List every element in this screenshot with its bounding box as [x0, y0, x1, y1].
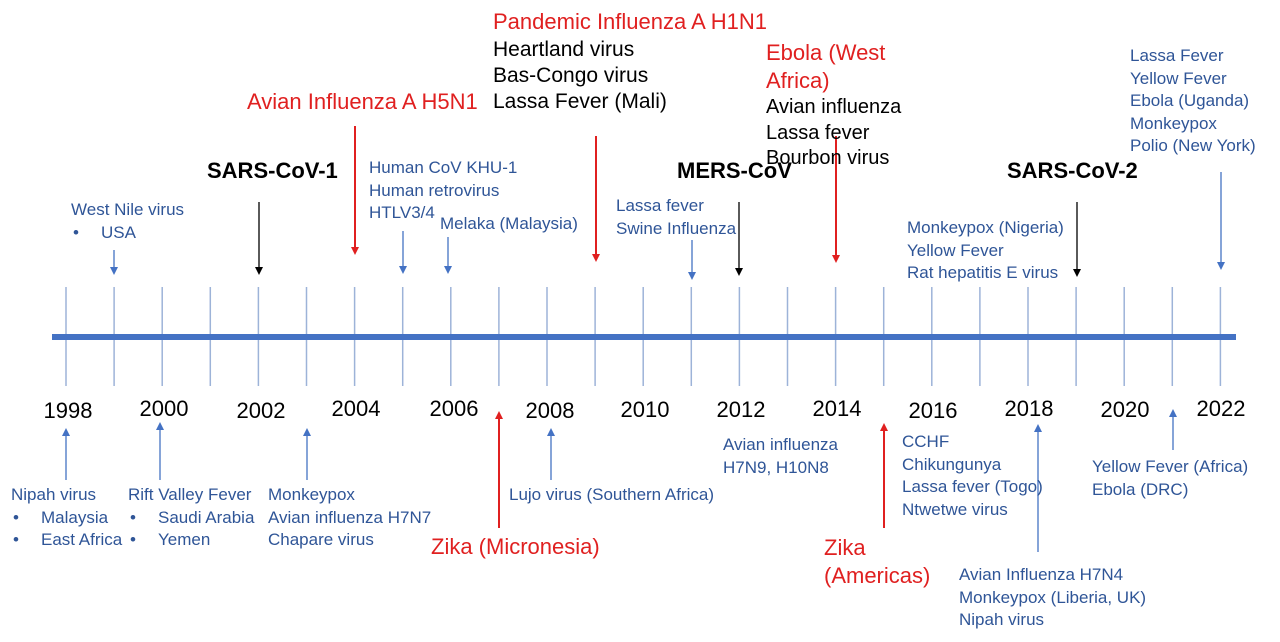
arrow-2018 [1034, 424, 1042, 552]
arrow-2000 [156, 422, 164, 480]
year-label: 2012 [716, 397, 766, 422]
event-yellow-fever-africa: Yellow Fever (Africa) Ebola (DRC) [1092, 457, 1249, 499]
arrow-2011 [688, 240, 696, 280]
event-h7n4: Avian Influenza H7N4 Monkeypox (Liberia,… [959, 565, 1147, 629]
event-ebola-others: Avian influenza Lassa fever Bourbon viru… [766, 96, 902, 169]
event-melaka: Melaka (Malaysia) [440, 214, 578, 233]
event-h1n1: Pandemic Influenza A H1N1 [493, 9, 767, 34]
year-label: 2008 [525, 398, 575, 423]
event-h5n1: Avian Influenza A H5N1 [247, 89, 478, 114]
event-2022-outbreaks: Lassa Fever Yellow Fever Ebola (Uganda) … [1130, 46, 1256, 155]
event-monkeypox-nigeria: Monkeypox (Nigeria) Yellow Fever Rat hep… [907, 218, 1064, 282]
arrow-2006 [444, 237, 452, 274]
arrow-2022 [1217, 172, 1225, 270]
arrow-2019 [1073, 202, 1081, 277]
arrow-2012 [735, 202, 743, 276]
arrow-2015 [880, 423, 888, 528]
event-arrows [62, 126, 1225, 552]
event-sars-cov-1: SARS-CoV-1 [207, 158, 338, 183]
arrow-1998 [62, 428, 70, 480]
arrow-2002 [255, 202, 263, 275]
arrow-2005 [399, 231, 407, 274]
event-ebola-west-africa: Ebola (West Africa) [766, 40, 886, 93]
year-label: 2004 [331, 396, 381, 421]
year-label: 1998 [43, 398, 93, 423]
event-h7n9: Avian influenza H7N9, H10N8 [723, 435, 838, 477]
year-label: 2016 [908, 398, 958, 423]
year-label: 2020 [1100, 397, 1150, 422]
event-mers-cov: MERS-CoV [677, 158, 792, 183]
year-label: 2000 [139, 396, 189, 421]
arrow-2021 [1169, 409, 1177, 450]
event-sars-cov-2: SARS-CoV-2 [1007, 158, 1138, 183]
event-nipah: Nipah virus Malaysia East Africa [11, 484, 122, 552]
arrow-2007 [495, 411, 503, 528]
year-label: 2014 [812, 396, 862, 421]
arrow-2009 [592, 136, 600, 262]
year-label: 2002 [236, 398, 286, 423]
event-monkeypox-2003: Monkeypox Avian influenza H7N7 Chapare v… [268, 485, 432, 549]
event-cchf: CCHF Chikungunya Lassa fever (Togo) Ntwe… [902, 432, 1043, 519]
event-zika-micronesia: Zika (Micronesia) [431, 534, 600, 559]
arrow-1999 [110, 250, 118, 275]
event-lassa-swine: Lassa fever Swine Influenza [616, 196, 737, 238]
arrow-2014 [832, 136, 840, 263]
year-label: 2006 [429, 396, 479, 421]
year-label: 2022 [1196, 396, 1246, 421]
event-khu1: Human CoV KHU-1 Human retrovirus HTLV3/4 [369, 158, 518, 222]
arrow-2008 [547, 428, 555, 480]
year-label: 2010 [620, 397, 670, 422]
event-h1n1-others: Heartland virus Bas-Congo virus Lassa Fe… [493, 38, 667, 113]
arrow-2003 [303, 428, 311, 480]
event-zika-americas: Zika (Americas) [824, 535, 931, 588]
event-rift-valley: Rift Valley Fever Saudi Arabia Yemen [128, 484, 254, 552]
year-label: 2018 [1004, 396, 1054, 421]
event-west-nile: West Nile virus USA [71, 199, 184, 244]
event-lujo: Lujo virus (Southern Africa) [509, 485, 715, 504]
arrow-2004 [351, 126, 359, 255]
